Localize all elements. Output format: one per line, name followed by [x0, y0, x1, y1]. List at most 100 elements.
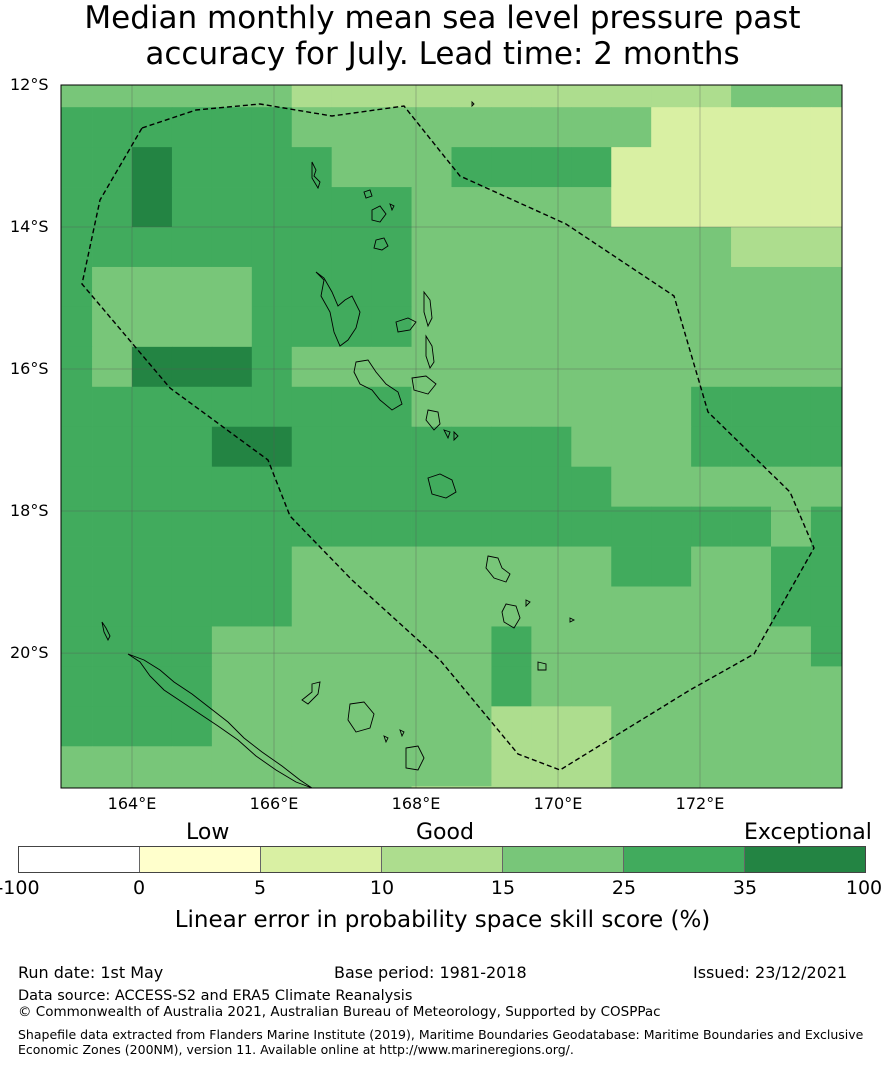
- skill-cell: [61, 506, 93, 547]
- skill-cell: [61, 306, 93, 348]
- lat-tick-16s: 16°S: [10, 359, 49, 378]
- skill-cell: [251, 227, 293, 268]
- skill-cell: [571, 506, 612, 547]
- island-futuna: [525, 599, 576, 623]
- island-aneityum: [537, 661, 547, 671]
- skill-cell: [491, 426, 532, 468]
- skill-cell: [491, 346, 532, 388]
- skill-cell: [731, 346, 772, 388]
- skill-cell: [531, 666, 572, 707]
- skill-cell: [571, 706, 612, 747]
- skill-cell: [132, 546, 173, 587]
- skill-cell: [731, 506, 772, 547]
- lon-tick-170e: 170°E: [533, 794, 583, 813]
- skill-cell: [371, 227, 412, 268]
- skill-cell: [691, 506, 732, 547]
- skill-cell: [331, 426, 373, 468]
- colorbar-segment-1: [19, 847, 140, 872]
- island-pentecost: [423, 290, 433, 328]
- skill-cell: [211, 506, 253, 547]
- skill-cell: [61, 266, 93, 308]
- skill-cell: [171, 85, 213, 108]
- skill-cell: [691, 786, 732, 789]
- skill-cell: [531, 107, 572, 148]
- skill-cell: [132, 586, 173, 627]
- skill-cell: [371, 586, 412, 627]
- skill-cell: [651, 626, 692, 667]
- skill-cell: [291, 386, 333, 428]
- category-low: Low: [186, 820, 230, 845]
- skill-cell: [132, 426, 173, 468]
- skill-cell: [411, 626, 452, 667]
- island-loyalty-small: [383, 729, 405, 744]
- skill-cell: [61, 426, 93, 468]
- skill-cell: [451, 706, 492, 747]
- skill-cell: [61, 85, 93, 108]
- skill-cell: [731, 746, 772, 787]
- island-gaua: [371, 205, 387, 223]
- skill-cell: [531, 506, 572, 547]
- skill-cell: [61, 666, 93, 707]
- skill-cell: [451, 426, 492, 468]
- skill-cell: [771, 386, 812, 428]
- island-shepherds: [443, 429, 459, 442]
- skill-cell: [132, 107, 173, 148]
- colorbar-label: 0: [132, 877, 146, 899]
- skill-cell: [291, 506, 333, 547]
- skill-cell: [411, 426, 452, 468]
- skill-cell: [731, 586, 772, 627]
- skill-cell: [291, 626, 333, 667]
- skill-cell: [810, 266, 843, 308]
- island-torres: [311, 161, 321, 190]
- skill-cell: [451, 466, 492, 508]
- skill-cell: [411, 187, 452, 228]
- skill-cell: [171, 346, 213, 388]
- skill-cell: [211, 386, 253, 428]
- skill-cell: [491, 506, 532, 547]
- category-exceptional: Exceptional: [744, 820, 872, 845]
- skill-cell: [61, 187, 93, 228]
- skill-cell: [411, 147, 452, 188]
- graticule: [61, 85, 842, 788]
- skill-cell: [211, 586, 253, 627]
- skill-cell: [810, 746, 843, 787]
- skill-cell: [211, 666, 253, 707]
- skill-cell: [651, 506, 692, 547]
- skill-grid: [61, 85, 843, 789]
- base-period: Base period: 1981-2018: [334, 963, 527, 982]
- skill-cell: [371, 346, 412, 388]
- skill-cell: [771, 266, 812, 308]
- skill-cell: [371, 266, 412, 308]
- skill-cell: [251, 187, 293, 228]
- skill-map: [60, 84, 843, 789]
- skill-cell: [92, 706, 133, 747]
- skill-cell: [531, 346, 572, 388]
- colorbar-title: Linear error in probability space skill …: [174, 907, 711, 933]
- skill-cell: [211, 746, 253, 787]
- colorbar-segment-7: [745, 847, 865, 872]
- skill-cell: [731, 706, 772, 747]
- skill-cell: [92, 466, 133, 508]
- skill-cell: [411, 85, 452, 108]
- skill-cell: [411, 586, 452, 627]
- skill-cell: [611, 346, 652, 388]
- skill-cell: [571, 666, 612, 707]
- skill-cell: [291, 786, 333, 789]
- skill-cell: [731, 266, 772, 308]
- skill-cell: [491, 386, 532, 428]
- skill-cell: [171, 426, 213, 468]
- skill-cell: [251, 786, 293, 789]
- skill-cell: [61, 586, 93, 627]
- run-date: Run date: 1st May: [18, 963, 164, 982]
- lon-tick-166e: 166°E: [249, 794, 299, 813]
- skill-cell: [92, 626, 133, 667]
- skill-cell: [331, 506, 373, 547]
- skill-cell: [331, 546, 373, 587]
- skill-cell: [251, 626, 293, 667]
- skill-cell: [251, 586, 293, 627]
- skill-cell: [491, 147, 532, 188]
- skill-cell: [371, 386, 412, 428]
- skill-cell: [251, 466, 293, 508]
- skill-cell: [771, 147, 812, 188]
- skill-cell: [291, 746, 333, 787]
